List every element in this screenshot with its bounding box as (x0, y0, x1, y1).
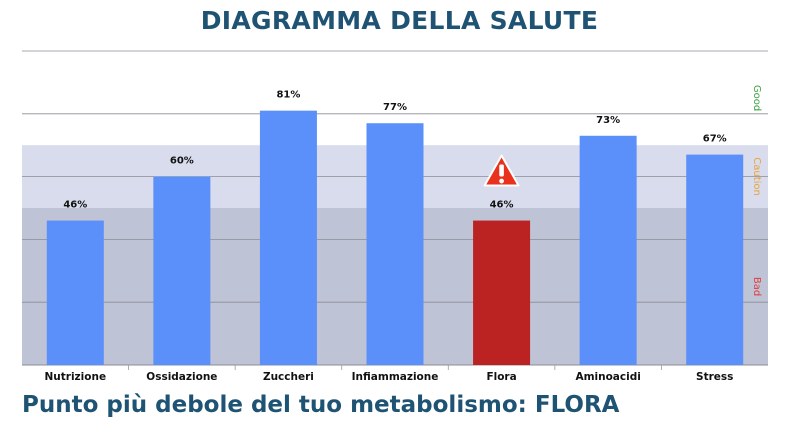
bar-flora (473, 220, 531, 365)
category-label: Zuccheri (263, 371, 314, 383)
labels-layer: 46% Nutrizione 60% Ossidazione 81% Zuccheri 77… (44, 90, 733, 383)
bar-aminoacidi (579, 135, 637, 365)
bar-infiammazione (366, 123, 424, 365)
zone-label-good: Good (751, 85, 762, 111)
bar-value-label: 73% (596, 115, 620, 126)
bar-value-label: 46% (63, 200, 87, 211)
bar-zuccheri (259, 110, 317, 365)
warning-icon (483, 154, 520, 187)
category-label: Infiammazione (352, 371, 439, 383)
bar-nutrizione (46, 220, 104, 365)
bar-value-label: 46% (490, 200, 514, 211)
category-label: Aminoacidi (575, 371, 640, 383)
chart-title: DIAGRAMMA DELLA SALUTE (200, 6, 599, 35)
zone-label-bad: Bad (751, 277, 762, 296)
bar-value-label: 81% (276, 90, 300, 101)
bar-value-label: 77% (383, 102, 407, 113)
bar-value-label: 60% (170, 156, 194, 167)
category-label: Flora (486, 371, 516, 383)
bar-stress (686, 154, 744, 365)
category-label: Ossidazione (146, 371, 217, 383)
bar-value-label: 67% (703, 134, 727, 145)
weakest-point-message: Punto più debole del tuo metabolismo: FL… (22, 392, 620, 418)
bar-ossidazione (153, 176, 211, 365)
category-label: Stress (696, 371, 733, 383)
category-label: Nutrizione (44, 371, 106, 383)
bars-layer (46, 110, 744, 365)
